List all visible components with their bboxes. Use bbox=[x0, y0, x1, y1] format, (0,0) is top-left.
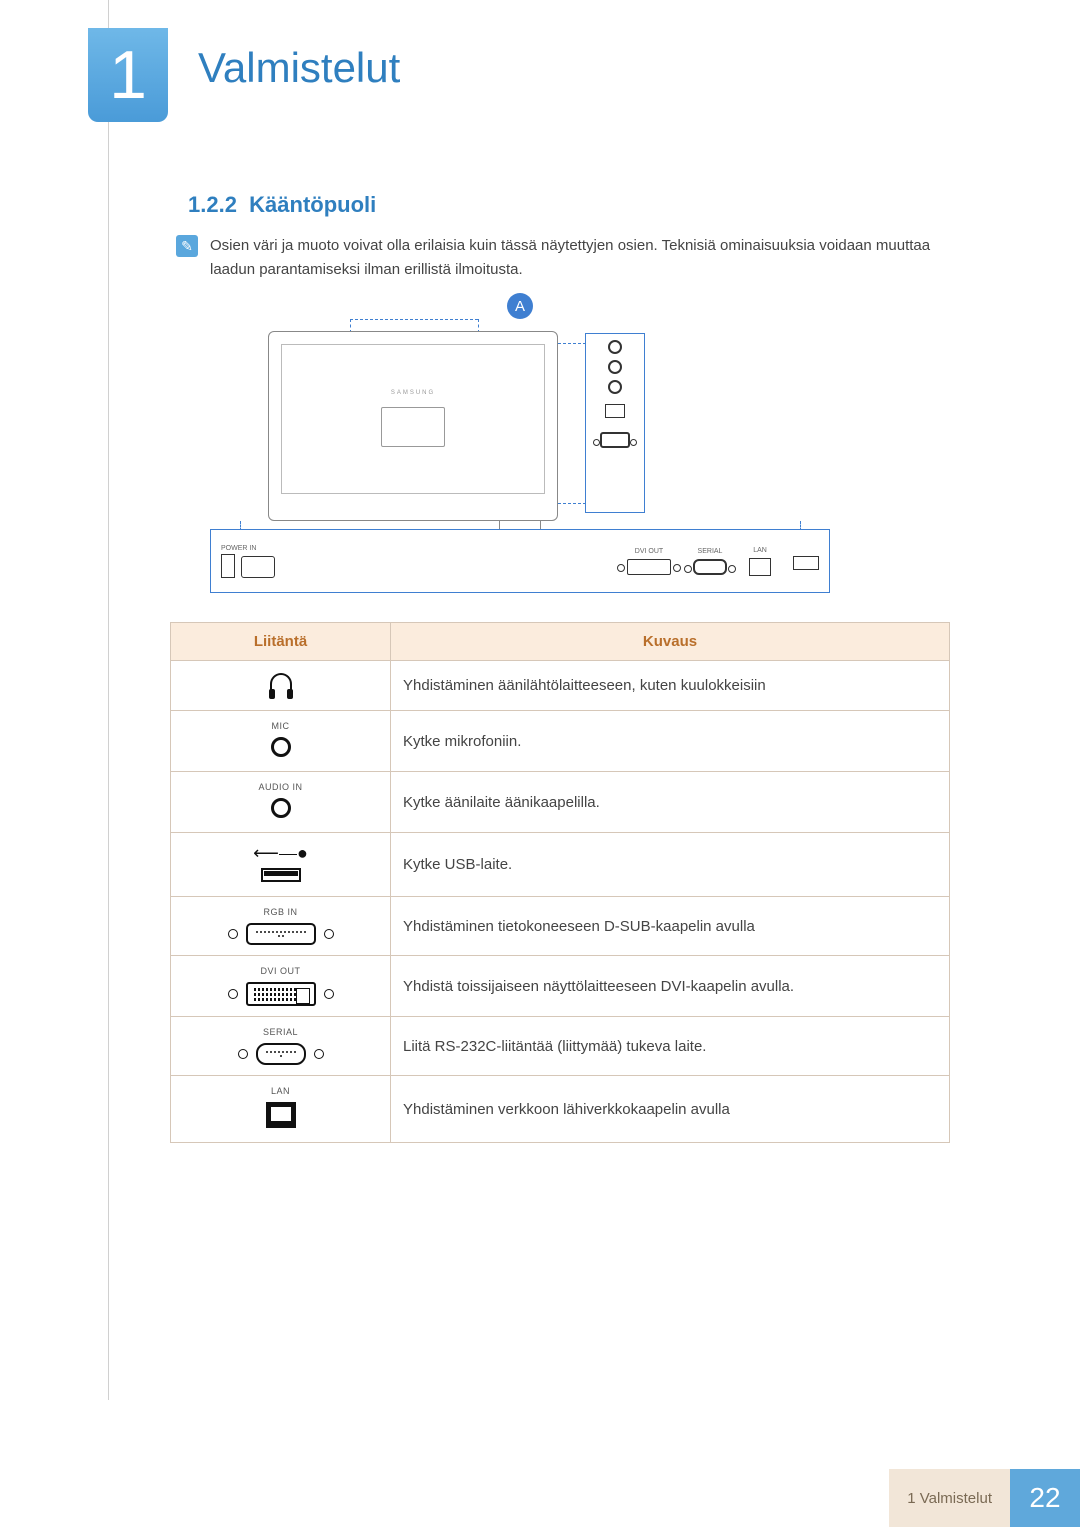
port-icon-cell: SERIAL bbox=[171, 1017, 391, 1076]
chapter-number: 1 bbox=[109, 36, 147, 114]
monitor-logo: SAMSUNG bbox=[391, 390, 435, 396]
port-icon-cell: MIC bbox=[171, 711, 391, 772]
note-glyph: ✎ bbox=[181, 238, 193, 255]
port-desc-cell: Kytke mikrofoniin. bbox=[391, 711, 950, 772]
port-desc-cell: Yhdistäminen äänilähtölaitteeseen, kuten… bbox=[391, 661, 950, 711]
side-port-panel bbox=[585, 333, 645, 513]
port-icon-cell: RGB IN bbox=[171, 897, 391, 956]
callout-a: A bbox=[507, 293, 533, 319]
th-desc: Kuvaus bbox=[391, 623, 950, 661]
port-desc-cell: Kytke äänilaite äänikaapelilla. bbox=[391, 772, 950, 833]
table-row: LANYhdistäminen verkkoon lähiverkkokaape… bbox=[171, 1076, 950, 1143]
port-icon-cell: AUDIO IN bbox=[171, 772, 391, 833]
page-footer: 1 Valmistelut 22 bbox=[0, 1469, 1080, 1527]
section-heading: 1.2.2 Kääntöpuoli bbox=[188, 192, 376, 218]
table-row: SERIALLiitä RS-232C-liitäntää (liittymää… bbox=[171, 1017, 950, 1076]
section-title: Kääntöpuoli bbox=[249, 192, 376, 217]
power-in-label: POWER IN bbox=[221, 545, 361, 552]
monitor-back: SAMSUNG bbox=[268, 331, 558, 521]
connector-table: Liitäntä Kuvaus Yhdistäminen äänilähtöla… bbox=[170, 622, 950, 1143]
section-number: 1.2.2 bbox=[188, 192, 237, 217]
chapter-title: Valmistelut bbox=[198, 44, 400, 92]
note-icon: ✎ bbox=[176, 235, 198, 257]
port-icon-cell bbox=[171, 661, 391, 711]
port-icon-cell: ⟵⎯⎯● bbox=[171, 833, 391, 897]
table-row: RGB INYhdistäminen tietokoneeseen D-SUB-… bbox=[171, 897, 950, 956]
port-desc-cell: Yhdistä toissijaiseen näyttölaitteeseen … bbox=[391, 956, 950, 1017]
port-icon-cell: LAN bbox=[171, 1076, 391, 1143]
table-row: ⟵⎯⎯●Kytke USB-laite. bbox=[171, 833, 950, 897]
th-port: Liitäntä bbox=[171, 623, 391, 661]
port-desc-cell: Liitä RS-232C-liitäntää (liittymää) tuke… bbox=[391, 1017, 950, 1076]
port-desc-cell: Yhdistäminen tietokoneeseen D-SUB-kaapel… bbox=[391, 897, 950, 956]
note-text: Osien väri ja muoto voivat olla erilaisi… bbox=[210, 234, 970, 282]
bottom-port-panel: POWER IN DVI OUT SERIAL LAN bbox=[210, 529, 830, 593]
port-icon-cell: DVI OUT bbox=[171, 956, 391, 1017]
port-desc-cell: Yhdistäminen verkkoon lähiverkkokaapelin… bbox=[391, 1076, 950, 1143]
table-row: DVI OUTYhdistä toissijaiseen näyttölaitt… bbox=[171, 956, 950, 1017]
table-row: MICKytke mikrofoniin. bbox=[171, 711, 950, 772]
left-margin-rule bbox=[108, 0, 109, 1400]
port-desc-cell: Kytke USB-laite. bbox=[391, 833, 950, 897]
chapter-tab: 1 bbox=[88, 28, 168, 122]
footer-chapter-label: 1 Valmistelut bbox=[889, 1469, 1010, 1527]
table-row: AUDIO INKytke äänilaite äänikaapelilla. bbox=[171, 772, 950, 833]
footer-page-number: 22 bbox=[1010, 1469, 1080, 1527]
rear-diagram: A SAMSUNG POWER IN DVI OUT SERIAL LAN bbox=[210, 293, 830, 603]
table-row: Yhdistäminen äänilähtölaitteeseen, kuten… bbox=[171, 661, 950, 711]
